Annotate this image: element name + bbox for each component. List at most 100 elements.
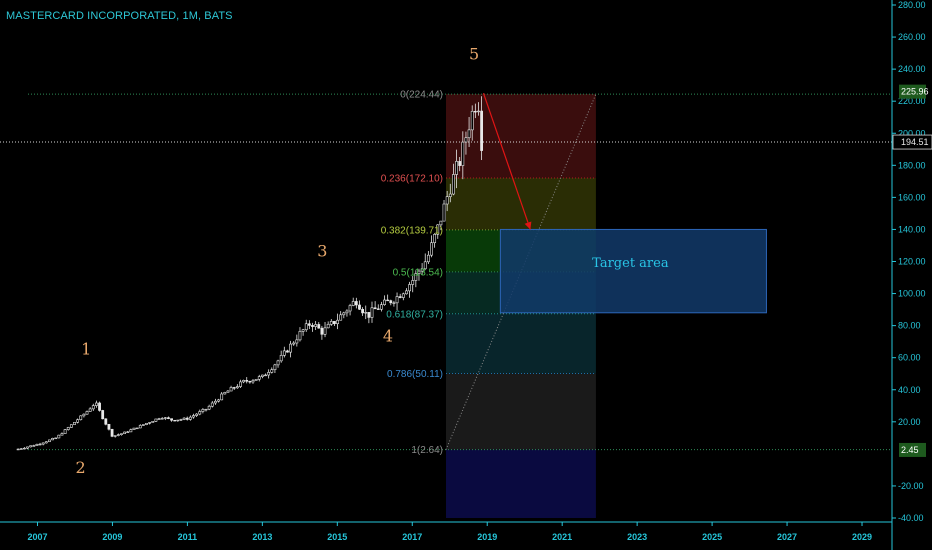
candle-body: [176, 419, 180, 422]
candles: [16, 96, 484, 451]
x-tick-label: 2007: [27, 532, 47, 542]
candle-body: [217, 399, 220, 402]
x-tick-label: 2011: [178, 532, 198, 542]
candle-body: [264, 374, 267, 377]
fib-level-label: 1(2.64): [411, 445, 443, 456]
price-marker-label: 194.51: [901, 137, 929, 147]
y-tick-label: 120.00: [898, 257, 926, 267]
candle-body: [101, 410, 105, 420]
fib-band: [446, 449, 596, 518]
candle-body: [461, 141, 465, 166]
candle-body: [430, 242, 433, 256]
candle-body: [307, 323, 311, 326]
candle-body: [95, 402, 98, 406]
candle-body: [445, 196, 449, 205]
candle-body: [458, 161, 462, 166]
candle-body: [204, 408, 208, 411]
candle-body: [173, 419, 177, 422]
candle-body: [201, 409, 205, 412]
candle-body: [157, 418, 161, 420]
candle-body: [54, 437, 58, 440]
candle-body: [41, 442, 45, 445]
candle-body: [376, 308, 380, 310]
candle-body: [85, 411, 89, 415]
candle-body: [426, 254, 430, 263]
candle-body: [44, 441, 48, 444]
candle-body: [210, 402, 214, 407]
candle-body: [439, 220, 443, 226]
candle-body: [91, 405, 95, 410]
candle-body: [311, 325, 314, 327]
candle-body: [383, 299, 386, 305]
candle-body: [57, 434, 61, 439]
x-tick-label: 2009: [102, 532, 122, 542]
candle-body: [282, 350, 286, 356]
y-tick-label: -20.00: [898, 481, 924, 491]
candle-body: [480, 110, 484, 151]
fib-level-label: 0.5(113.54): [393, 267, 443, 278]
candle-body: [333, 321, 336, 325]
candle-body: [267, 372, 271, 376]
candle-body: [470, 110, 474, 131]
candle-body: [29, 445, 33, 448]
candle-body: [179, 419, 183, 421]
arrow-line: [482, 92, 532, 230]
candle-body: [354, 301, 358, 306]
candle-body: [436, 224, 440, 235]
x-tick-label: 2019: [477, 532, 497, 542]
candle-body: [405, 290, 408, 295]
candle-body: [73, 422, 76, 425]
candle-body: [126, 431, 130, 433]
candle-body: [398, 296, 402, 298]
candle-body: [379, 304, 383, 310]
candle-body: [395, 296, 399, 304]
candle-body: [185, 417, 189, 420]
y-tick-label: 220.00: [898, 96, 926, 106]
x-tick-label: 2023: [627, 532, 647, 542]
fib-labels: 0(224.44) 0.236(172.10) 0.382(139.71) 0.5(1…: [381, 90, 443, 457]
candle-body: [329, 321, 333, 325]
candle-body: [423, 261, 427, 270]
candle-body: [367, 312, 371, 318]
candle-body: [98, 402, 101, 411]
candle-body: [455, 161, 458, 175]
candle-body: [141, 424, 145, 426]
candle-body: [401, 293, 405, 298]
candle-body: [220, 393, 224, 401]
candle-body: [229, 387, 233, 392]
candle-body: [254, 378, 258, 381]
candle-body: [145, 422, 148, 425]
candle-body: [414, 273, 418, 281]
candle-body: [292, 342, 296, 345]
candle-body: [301, 329, 305, 332]
fib-level-label: 0(224.44): [400, 90, 443, 101]
candle-body: [411, 280, 415, 285]
candle-body: [107, 423, 111, 430]
candle-body: [245, 380, 249, 382]
candle-body: [170, 418, 173, 421]
price-marker: [892, 134, 932, 150]
candle-body: [417, 270, 421, 274]
y-tick-label: 240.00: [898, 64, 926, 74]
candle-body: [242, 380, 246, 383]
wave-label: 3: [317, 242, 327, 261]
candle-body: [239, 381, 242, 387]
wave-label: 4: [383, 327, 393, 346]
candle-body: [342, 312, 346, 316]
candle-body: [348, 305, 352, 312]
candle-body: [163, 417, 167, 419]
y-tick-label: 40.00: [898, 385, 921, 395]
fib-band: [446, 313, 596, 374]
candle-body: [273, 364, 277, 370]
y-tick-label: 20.00: [898, 417, 921, 427]
y-tick-label: 200.00: [898, 128, 926, 138]
candle-body: [214, 400, 217, 404]
y-tick-label: 180.00: [898, 160, 926, 170]
candle-body: [251, 380, 255, 383]
fib-band: [446, 373, 596, 450]
candle-body: [477, 110, 480, 113]
candle-body: [295, 339, 299, 344]
candle-body: [35, 444, 39, 446]
candle-body: [339, 314, 343, 321]
